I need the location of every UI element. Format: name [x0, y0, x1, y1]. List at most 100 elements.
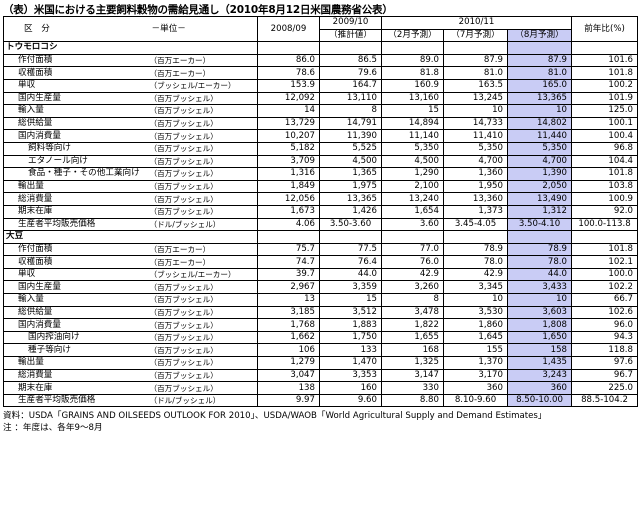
value-cell: 78.9 — [506, 242, 573, 257]
value-cell: 10 — [506, 104, 573, 118]
table-row: 国内生産量 （百万ブッシェル） 2,967 3,359 3,260 3,345 3,433 1… — [3, 280, 639, 295]
value-cell: 8 — [381, 293, 444, 307]
value-cell: 14,733 — [443, 116, 508, 131]
value-cell: 1,650 — [506, 330, 573, 345]
value-cell: 1,950 — [443, 179, 508, 194]
value-cell: 2,967 — [257, 280, 320, 295]
value-cell: 87.9 — [443, 53, 508, 68]
value-cell: 1,360 — [443, 167, 508, 181]
value-cell: 75.7 — [257, 242, 320, 257]
value-cell: 1,808 — [506, 318, 573, 332]
value-cell: 13,240 — [381, 192, 444, 206]
row-unit: （百万ブッシェル） — [149, 204, 258, 219]
value-cell: 13,245 — [443, 91, 508, 106]
row-unit: （百万ブッシェル） — [149, 141, 258, 156]
value-cell: 78.0 — [443, 255, 508, 269]
value-cell: 10 — [443, 104, 508, 118]
value-cell: 86.0 — [257, 53, 320, 68]
value-cell: 3.50-4.10 — [506, 217, 573, 232]
row-unit: （百万ブッシェル） — [149, 343, 258, 358]
value-cell: 12,056 — [257, 192, 320, 206]
value-cell: 1,849 — [257, 179, 320, 194]
table-row: 単収 （ブッシェル/エーカー） 39.7 44.0 42.9 42.9 44.0 100.0 — [3, 267, 639, 282]
value-cell: 12,092 — [257, 91, 320, 106]
row-label: 収穫面積 — [3, 66, 150, 80]
table-row: 期末在庫 （百万ブッシェル） 138 160 330 360 360 225.0 — [3, 381, 639, 395]
value-cell: 3.45-4.05 — [443, 217, 508, 232]
table-row: エタノール向け （百万ブッシェル） 3,709 4,500 4,500 4,700 4,70… — [3, 154, 639, 169]
value-cell: 13,365 — [319, 192, 382, 206]
value-cell: 10 — [506, 293, 573, 307]
value-cell: 78.9 — [443, 242, 508, 257]
value-cell: 8.50-10.00 — [506, 393, 573, 408]
section-title: 大豆 — [3, 230, 258, 244]
value-cell: 1,655 — [381, 330, 444, 345]
value-cell: 1,370 — [443, 356, 508, 370]
value-cell: 1,390 — [506, 167, 573, 181]
section-blank-cell — [257, 230, 320, 244]
value-cell: 77.0 — [381, 242, 444, 257]
value-cell: 88.5-104.2 — [571, 393, 639, 408]
row-unit: （ドル/ブッシェル） — [149, 393, 258, 408]
row-unit: （百万ブッシェル） — [149, 330, 258, 345]
value-cell: 3,709 — [257, 154, 320, 169]
header-yoy: 前年比(%) — [571, 15, 639, 43]
value-cell: 163.5 — [443, 78, 508, 93]
value-cell: 10 — [443, 293, 508, 307]
value-cell: 3,433 — [506, 280, 573, 295]
value-cell: 101.8 — [571, 242, 639, 257]
row-unit: （百万ブッシェル） — [149, 129, 258, 143]
value-cell: 3,185 — [257, 305, 320, 320]
value-cell: 3,530 — [443, 305, 508, 320]
section-blank-cell — [571, 41, 639, 55]
value-cell: 1,645 — [443, 330, 508, 345]
row-label: 種子等向け — [3, 343, 150, 358]
row-unit: （百万エーカー） — [149, 66, 258, 80]
value-cell: 78.0 — [506, 255, 573, 269]
value-cell: 1,325 — [381, 356, 444, 370]
value-cell: 94.3 — [571, 330, 639, 345]
value-cell: 5,350 — [443, 141, 508, 156]
row-label: 総供給量 — [3, 116, 150, 131]
section-row: トウモロコシ — [3, 41, 639, 55]
value-cell: 330 — [381, 381, 444, 395]
value-cell: 118.8 — [571, 343, 639, 358]
row-unit: （百万ブッシェル） — [149, 356, 258, 370]
value-cell: 66.7 — [571, 293, 639, 307]
value-cell: 160.9 — [381, 78, 444, 93]
header-estimate: （推計値） — [319, 28, 382, 43]
table-row: 国内消費量 （百万ブッシェル） 10,207 11,390 11,140 11,410 11… — [3, 129, 639, 143]
row-label: エタノール向け — [3, 154, 150, 169]
table-row: 国内生産量 （百万ブッシェル） 12,092 13,110 13,160 13,245 13… — [3, 91, 639, 106]
section-blank-cell — [506, 230, 573, 244]
value-cell: 15 — [381, 104, 444, 118]
table-row: 総消費量 （百万ブッシェル） 3,047 3,353 3,147 3,170 3,243 96… — [3, 368, 639, 383]
value-cell: 101.8 — [571, 66, 639, 80]
value-cell: 4,700 — [506, 154, 573, 169]
table-row: 生産者平均販売価格 （ドル/ブッシェル） 4.06 3.50-3.60 3.60 3.45… — [3, 217, 639, 232]
row-label: 作付面積 — [3, 242, 150, 257]
value-cell: 5,350 — [506, 141, 573, 156]
table-row: 作付面積 （百万エーカー） 75.7 77.5 77.0 78.9 78.9 101.8 — [3, 242, 639, 257]
value-cell: 3,047 — [257, 368, 320, 383]
value-cell: 1,662 — [257, 330, 320, 345]
row-label: 国内搾油向け — [3, 330, 150, 345]
value-cell: 101.9 — [571, 91, 639, 106]
value-cell: 76.0 — [381, 255, 444, 269]
table-row: 種子等向け （百万ブッシェル） 106 133 168 155 158 118.8 — [3, 343, 639, 358]
value-cell: 96.8 — [571, 141, 639, 156]
value-cell: 101.6 — [571, 53, 639, 68]
section-blank-cell — [257, 41, 320, 55]
value-cell: 14 — [257, 104, 320, 118]
header-feb-forecast: （2月予測） — [381, 28, 444, 43]
table-row: 輸入量 （百万ブッシェル） 14 8 15 10 10 125.0 — [3, 104, 639, 118]
year-note: 注 ：年度は、各年9～8月 — [3, 423, 103, 433]
value-cell: 39.7 — [257, 267, 320, 282]
value-cell: 44.0 — [506, 267, 573, 282]
table-row: 生産者平均販売価格 （ドル/ブッシェル） 9.97 9.60 8.80 8.10-9.60… — [3, 393, 639, 408]
header-2010: 2010/11 — [380, 16, 573, 30]
value-cell: 1,883 — [319, 318, 382, 332]
supply-demand-table: 区 分 －単位－ 2008/09 2009/10 2010/11 前年比(%) … — [3, 15, 639, 408]
section-blank-cell — [319, 230, 382, 244]
value-cell: 1,822 — [381, 318, 444, 332]
